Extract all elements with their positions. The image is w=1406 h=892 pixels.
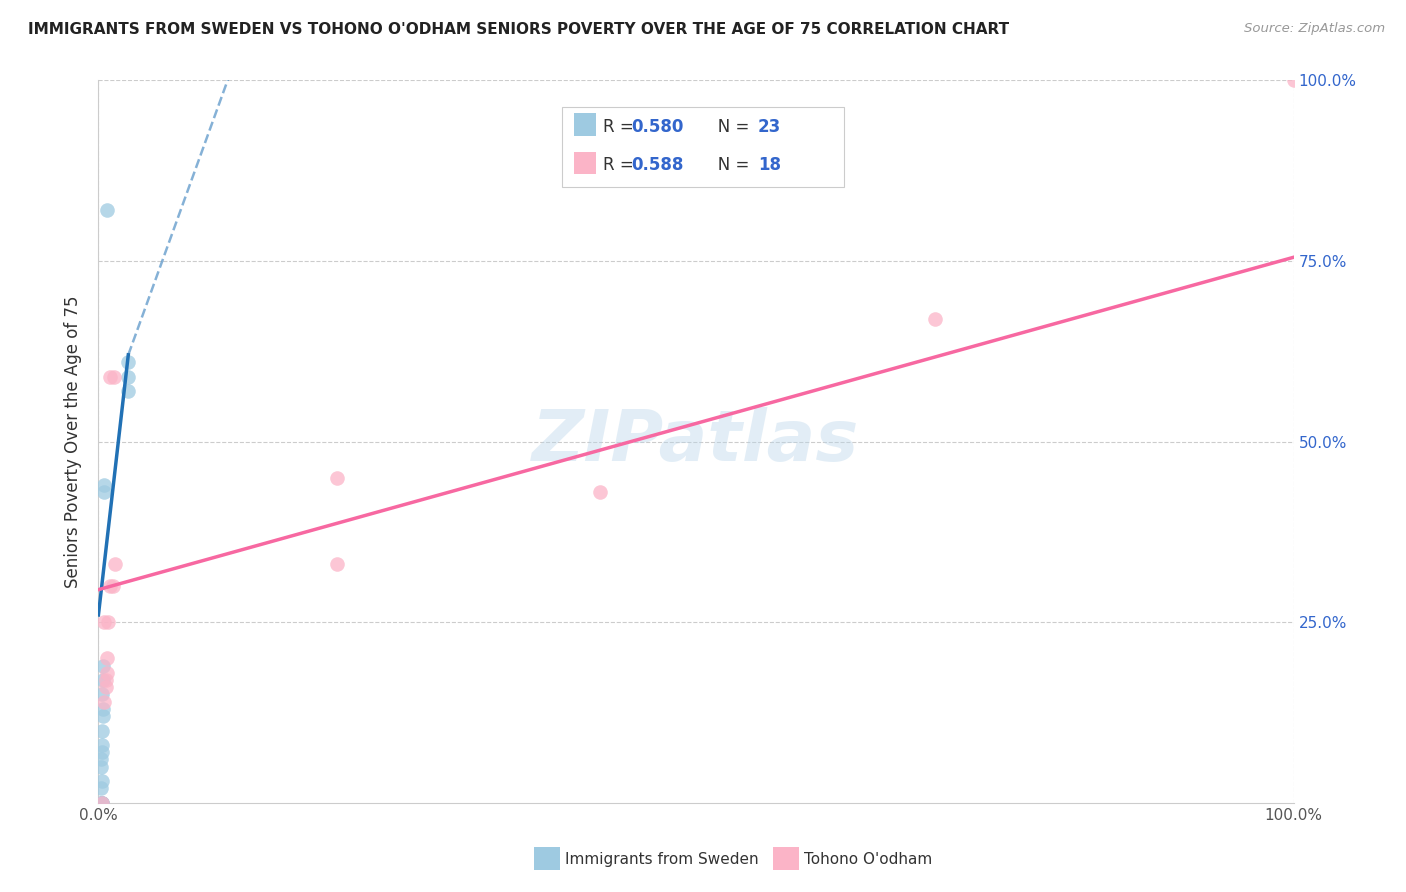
Point (98, 369, 122, 384)
Point (90, 796, 112, 810)
Text: ZIPatlas: ZIPatlas (533, 407, 859, 476)
Point (91, 702, 114, 716)
Point (91, 658, 114, 673)
Point (91, 796, 114, 810)
Text: 0.580: 0.580 (631, 118, 683, 136)
Point (90, 781, 112, 796)
Point (117, 369, 139, 384)
Point (101, 579, 124, 593)
Point (326, 558, 349, 572)
Point (94, 680, 117, 694)
Point (93, 485, 115, 500)
Y-axis label: Seniors Poverty Over the Age of 75: Seniors Poverty Over the Age of 75 (65, 295, 83, 588)
Point (90, 796, 112, 810)
Point (97, 615, 120, 630)
Point (91, 738, 114, 752)
Point (91, 723, 114, 738)
Text: Immigrants from Sweden: Immigrants from Sweden (565, 852, 759, 867)
Text: IMMIGRANTS FROM SWEDEN VS TOHONO O'ODHAM SENIORS POVERTY OVER THE AGE OF 75 CORR: IMMIGRANTS FROM SWEDEN VS TOHONO O'ODHAM… (28, 22, 1010, 37)
Point (91, 745, 114, 759)
Point (104, 558, 127, 572)
Point (589, 485, 612, 500)
Text: 23: 23 (758, 118, 782, 136)
Point (924, 311, 946, 326)
Point (90, 760, 112, 774)
Point (93, 695, 115, 709)
Point (103, 369, 125, 384)
Text: N =: N = (702, 118, 754, 136)
Point (90, 752, 112, 766)
Text: N =: N = (702, 156, 754, 174)
Text: Source: ZipAtlas.com: Source: ZipAtlas.com (1244, 22, 1385, 36)
Point (94, 673, 117, 687)
Point (96, 203, 118, 218)
Text: R =: R = (603, 156, 640, 174)
Text: Tohono O'odham: Tohono O'odham (804, 852, 932, 867)
Point (91, 687, 114, 701)
Point (91, 709, 114, 723)
Point (91, 673, 114, 687)
Point (93, 478, 115, 492)
Point (98, 579, 122, 593)
Point (93, 615, 115, 630)
Text: 18: 18 (758, 156, 780, 174)
Point (91, 796, 114, 810)
Point (117, 355, 139, 369)
Point (96, 665, 118, 680)
Point (91, 796, 114, 810)
Point (91, 796, 114, 810)
Point (96, 651, 118, 665)
Text: 0.588: 0.588 (631, 156, 683, 174)
Point (91, 774, 114, 789)
Text: R =: R = (603, 118, 640, 136)
Point (117, 384, 139, 398)
Point (1282, 73, 1305, 87)
Point (326, 470, 349, 484)
